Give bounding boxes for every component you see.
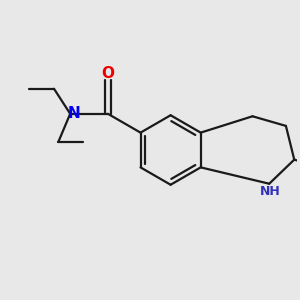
Text: O: O [101, 66, 114, 81]
Text: NH: NH [260, 185, 281, 199]
Text: N: N [68, 106, 80, 121]
